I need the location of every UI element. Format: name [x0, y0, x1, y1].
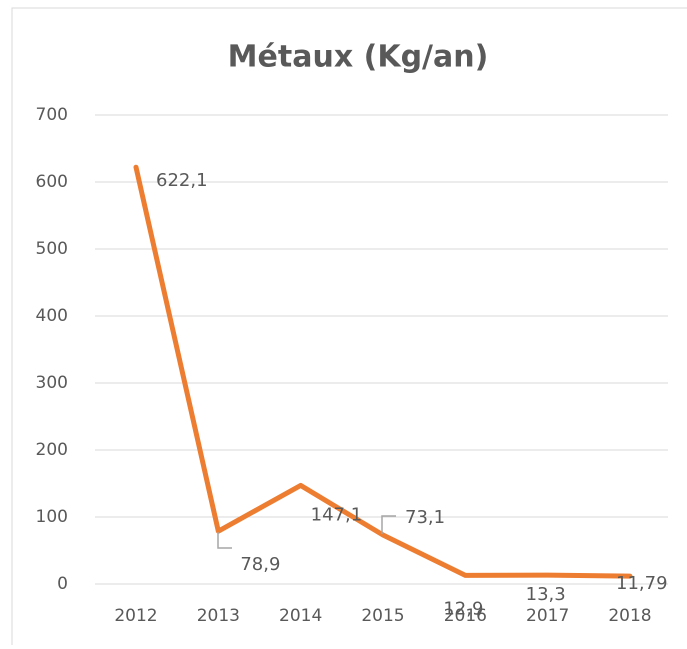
- x-tick-label: 2016: [444, 606, 487, 626]
- x-tick-label: 2012: [114, 606, 157, 626]
- y-tick-label: 400: [36, 306, 68, 326]
- y-tick-label: 100: [36, 507, 68, 527]
- x-tick-label: 2013: [197, 606, 240, 626]
- x-tick-label: 2014: [279, 606, 322, 626]
- y-tick-label: 300: [36, 373, 68, 393]
- y-tick-label: 200: [36, 440, 68, 460]
- leader-line: [381, 515, 396, 534]
- data-label: 11,79: [616, 573, 668, 594]
- y-tick-label: 600: [36, 172, 68, 192]
- leader-line: [217, 532, 232, 549]
- y-tick-label: 500: [36, 239, 68, 259]
- x-tick-label: 2015: [361, 606, 404, 626]
- data-label: 73,1: [405, 507, 445, 528]
- chart-border: [11, 7, 687, 649]
- y-tick-label: 700: [36, 105, 68, 125]
- data-label: 147,1: [311, 504, 363, 525]
- data-label: 78,9: [240, 554, 280, 575]
- x-tick-label: 2018: [608, 606, 651, 626]
- chart-title: Métaux (Kg/an): [228, 40, 489, 75]
- data-label: 622,1: [156, 170, 208, 191]
- y-tick-label: 0: [57, 574, 68, 594]
- data-label: 13,3: [526, 584, 566, 605]
- x-tick-label: 2017: [526, 606, 569, 626]
- data-line: [133, 164, 633, 579]
- data-label: 12,9: [443, 598, 483, 619]
